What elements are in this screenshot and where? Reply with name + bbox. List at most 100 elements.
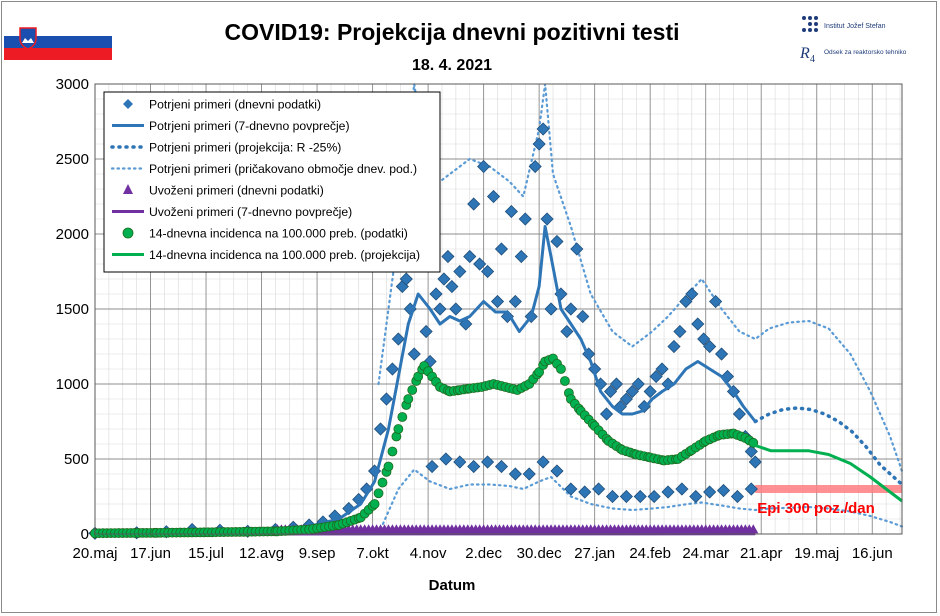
diamond-point <box>619 392 633 406</box>
legend-label: Potrjeni primeri (dnevni podatki) <box>149 98 321 112</box>
diamond-point <box>655 362 669 376</box>
series-1 <box>94 225 757 535</box>
diamond-point <box>481 455 495 469</box>
diamond-point <box>685 287 699 301</box>
y-tick-label: 500 <box>64 451 89 468</box>
x-tick-label: 24.mar <box>682 545 729 562</box>
diamond-point <box>373 422 388 436</box>
diamond-point <box>661 485 675 499</box>
x-tick-label: 24.feb <box>629 545 671 562</box>
diamond-point <box>697 332 711 346</box>
circle-point <box>387 446 398 457</box>
diamond-point <box>494 459 509 474</box>
diamond-point <box>667 339 681 354</box>
chart-subtitle: 18. 4. 2021 <box>412 57 492 74</box>
diamond-point <box>399 272 413 286</box>
chart-title: COVID19: Projekcija dnevni pozitivni tes… <box>224 19 679 45</box>
diamond-point <box>385 362 399 376</box>
diamond-point <box>649 369 663 384</box>
legend-label: Potrjeni primeri (pričakovano območje dn… <box>149 162 417 176</box>
x-tick-label: 12.avg <box>239 545 284 562</box>
triangle-point <box>748 524 759 534</box>
diamond-point <box>429 287 443 301</box>
y-tick-label: 2000 <box>56 226 89 243</box>
legend-box <box>103 91 441 273</box>
diamond-point <box>473 257 487 271</box>
legend-circle-icon <box>122 227 134 239</box>
diamond-point <box>379 392 394 406</box>
diamond-point <box>605 489 620 504</box>
diamond-point <box>714 347 729 361</box>
y-tick-label: 2500 <box>56 151 89 168</box>
diamond-point <box>633 489 647 504</box>
diamond-point <box>536 455 550 469</box>
x-tick-label: 9.sep <box>299 545 336 562</box>
legend-label: 14-dnevna incidenca na 100.000 preb. (po… <box>149 227 408 241</box>
diamond-point <box>609 377 624 391</box>
diamond-point <box>744 482 758 496</box>
diamond-point <box>570 242 584 256</box>
series-7 <box>754 444 903 503</box>
series-line <box>94 225 757 535</box>
diamond-point <box>486 189 501 204</box>
diamond-point <box>532 137 546 151</box>
threshold-bar <box>755 485 902 493</box>
legend-swatch <box>123 184 133 194</box>
diamond-point <box>679 294 693 309</box>
diamond-point <box>625 384 639 399</box>
diamond-point <box>508 467 522 481</box>
x-tick-label: 21.apr <box>740 545 783 562</box>
diamond-point <box>599 407 614 421</box>
diamond-point <box>467 197 481 211</box>
diamond-point <box>578 485 592 499</box>
diamond-point <box>453 455 467 469</box>
series-layer <box>88 122 904 540</box>
diamond-point <box>490 294 505 309</box>
diamond-point <box>514 249 528 264</box>
diamond-point <box>391 332 405 346</box>
diamond-point <box>647 489 661 504</box>
legend-label: Potrjeni primeri (projekcija: R -25%) <box>149 141 341 155</box>
diamond-point <box>703 339 717 354</box>
diamond-point <box>528 159 542 174</box>
diamond-point <box>576 309 590 324</box>
legend-label: 14-dnevna incidenca na 100.000 preb. (pr… <box>149 248 420 262</box>
threshold-label: Epi 300 poz./dan <box>757 500 875 517</box>
diamond-point <box>481 264 495 279</box>
circle-point <box>369 499 380 509</box>
x-tick-label: 7.okt <box>356 545 389 562</box>
x-tick-label: 19.maj <box>794 545 839 562</box>
diamond-point <box>441 249 455 264</box>
diamond-point <box>504 204 518 219</box>
diamond-point <box>433 302 447 316</box>
expected-range-line <box>377 83 904 473</box>
diamond-point <box>536 122 550 136</box>
diamond-point <box>544 302 558 316</box>
series-2 <box>753 406 904 487</box>
circle-point <box>383 461 394 472</box>
diamond-point <box>689 489 703 504</box>
expected-range-band <box>377 83 904 536</box>
expected-range-line <box>377 467 904 536</box>
diamond-point <box>550 234 564 249</box>
diamond-point <box>673 324 687 339</box>
legend-label: Uvoženi primeri (7-dnevno povprečje) <box>149 205 352 219</box>
circle-point <box>403 394 414 404</box>
diamond-point <box>477 159 491 174</box>
circle-point <box>556 364 566 374</box>
diamond-point <box>619 489 633 504</box>
diamond-point <box>425 459 439 474</box>
x-axis-title: Datum <box>429 577 476 594</box>
x-tick-label: 15.jul <box>188 545 224 562</box>
diamond-point <box>716 483 731 498</box>
legend-triangle-icon <box>123 184 133 194</box>
diamond-point <box>550 464 564 478</box>
diamond-point <box>463 249 477 264</box>
x-tick-label: 30.dec <box>517 545 563 562</box>
diamond-point <box>540 212 554 226</box>
diamond-point <box>467 459 481 474</box>
r4-monogram-icon: R 4 <box>799 45 815 65</box>
slovenia-flag-icon <box>4 24 112 60</box>
